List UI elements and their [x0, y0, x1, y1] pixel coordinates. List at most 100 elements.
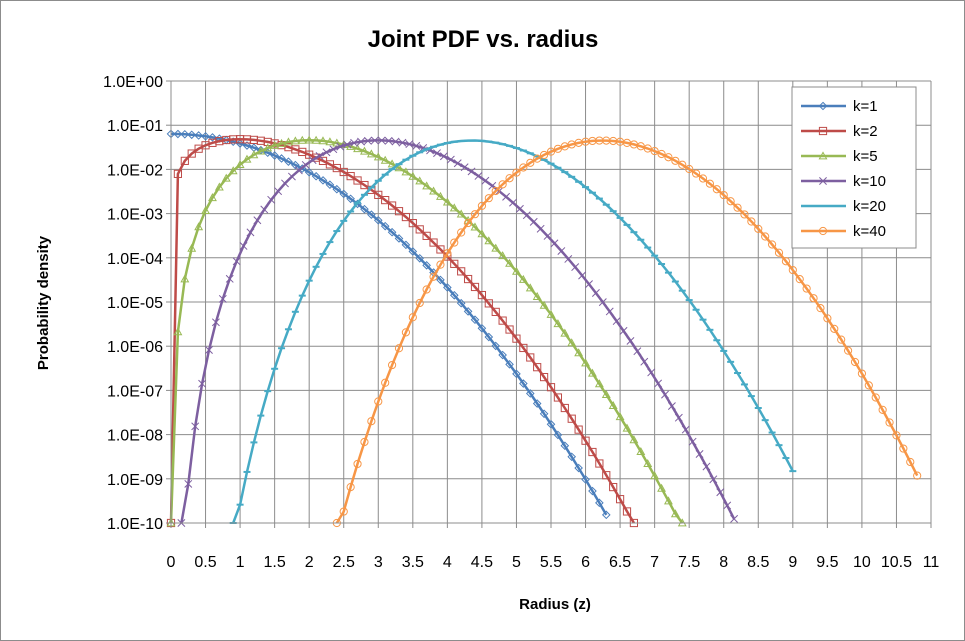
- point-marker: [208, 193, 217, 202]
- point-marker: [436, 260, 445, 269]
- point-marker: [726, 197, 735, 206]
- point-marker: [429, 272, 438, 281]
- point-marker: [767, 240, 777, 249]
- point-marker: [502, 192, 511, 201]
- point-marker: [878, 405, 887, 414]
- point-marker: [664, 496, 673, 505]
- point-marker: [387, 201, 397, 210]
- point-marker: [601, 389, 611, 399]
- point-marker: [608, 400, 618, 409]
- legend-entry: k=2: [801, 123, 878, 140]
- point-marker: [574, 425, 583, 434]
- point-marker: [422, 181, 432, 190]
- point-marker: [439, 152, 448, 161]
- point-marker: [301, 160, 310, 169]
- point-marker: [242, 154, 252, 163]
- point-marker: [518, 274, 528, 283]
- point-marker: [304, 168, 314, 177]
- point-marker: [294, 166, 303, 175]
- point-marker: [211, 318, 220, 327]
- point-marker: [602, 471, 611, 480]
- point-marker: [670, 509, 680, 518]
- x-tick-label: 7.5: [678, 554, 700, 571]
- point-marker: [281, 179, 289, 188]
- series-k-1: [166, 129, 611, 520]
- point-marker: [498, 180, 507, 189]
- point-marker: [370, 136, 379, 145]
- point-marker: [512, 168, 521, 177]
- point-marker: [601, 510, 611, 520]
- point-marker: [267, 195, 276, 204]
- point-marker: [857, 369, 867, 378]
- point-marker: [681, 425, 690, 434]
- point-marker: [249, 150, 259, 159]
- point-marker: [619, 326, 628, 335]
- point-marker: [363, 136, 372, 145]
- point-marker: [398, 138, 407, 147]
- point-marker: [899, 444, 908, 453]
- point-marker: [533, 363, 542, 372]
- point-marker: [415, 176, 425, 185]
- point-marker: [277, 154, 286, 163]
- point-marker: [449, 203, 459, 212]
- point-marker: [218, 294, 227, 303]
- point-marker: [353, 459, 362, 469]
- point-marker: [571, 263, 580, 272]
- point-marker: [574, 348, 584, 357]
- point-marker: [360, 437, 369, 447]
- point-marker: [456, 298, 466, 308]
- point-marker: [270, 140, 280, 149]
- point-marker: [460, 163, 469, 172]
- point-marker: [228, 166, 238, 175]
- point-marker: [457, 267, 466, 276]
- x-tick-label: 9: [788, 554, 797, 571]
- point-marker: [346, 483, 355, 492]
- point-marker: [367, 210, 376, 219]
- point-marker: [401, 240, 411, 250]
- point-marker: [208, 133, 217, 142]
- x-tick-label: 0: [167, 554, 176, 571]
- point-marker: [201, 206, 210, 215]
- point-marker: [532, 291, 542, 300]
- point-marker: [546, 147, 556, 156]
- x-tick-label: 8.5: [747, 554, 769, 571]
- point-marker: [525, 283, 535, 292]
- legend-entry: k=20: [801, 198, 886, 215]
- point-marker: [819, 177, 827, 185]
- point-marker: [529, 217, 538, 226]
- point-marker: [585, 280, 593, 289]
- legend-label: k=10: [853, 173, 886, 190]
- point-marker: [187, 149, 196, 158]
- point-marker: [436, 245, 445, 254]
- point-marker: [643, 144, 652, 153]
- point-marker: [818, 151, 828, 160]
- point-marker: [387, 227, 397, 237]
- point-marker: [401, 212, 411, 222]
- point-marker: [360, 204, 369, 214]
- point-marker: [581, 358, 590, 367]
- point-marker: [457, 228, 466, 237]
- y-tick-label: 1.0E-02: [107, 162, 163, 179]
- point-marker: [830, 324, 839, 333]
- point-marker: [581, 436, 590, 445]
- point-marker: [712, 185, 721, 194]
- point-marker: [311, 135, 321, 144]
- point-marker: [443, 249, 452, 258]
- point-marker: [698, 174, 708, 183]
- legend-entry: k=10: [801, 173, 886, 190]
- point-marker: [322, 148, 331, 157]
- point-marker: [594, 379, 604, 388]
- point-marker: [636, 446, 646, 456]
- point-marker: [612, 317, 621, 326]
- point-marker: [450, 238, 459, 247]
- x-tick-label: 10: [853, 554, 871, 571]
- point-marker: [539, 300, 549, 309]
- point-marker: [325, 180, 335, 189]
- point-marker: [526, 158, 535, 167]
- y-tick-label: 1.0E-04: [107, 251, 163, 268]
- point-marker: [650, 471, 660, 480]
- point-marker: [374, 397, 383, 406]
- point-marker: [450, 259, 459, 268]
- point-marker: [526, 353, 535, 362]
- point-marker: [350, 138, 359, 147]
